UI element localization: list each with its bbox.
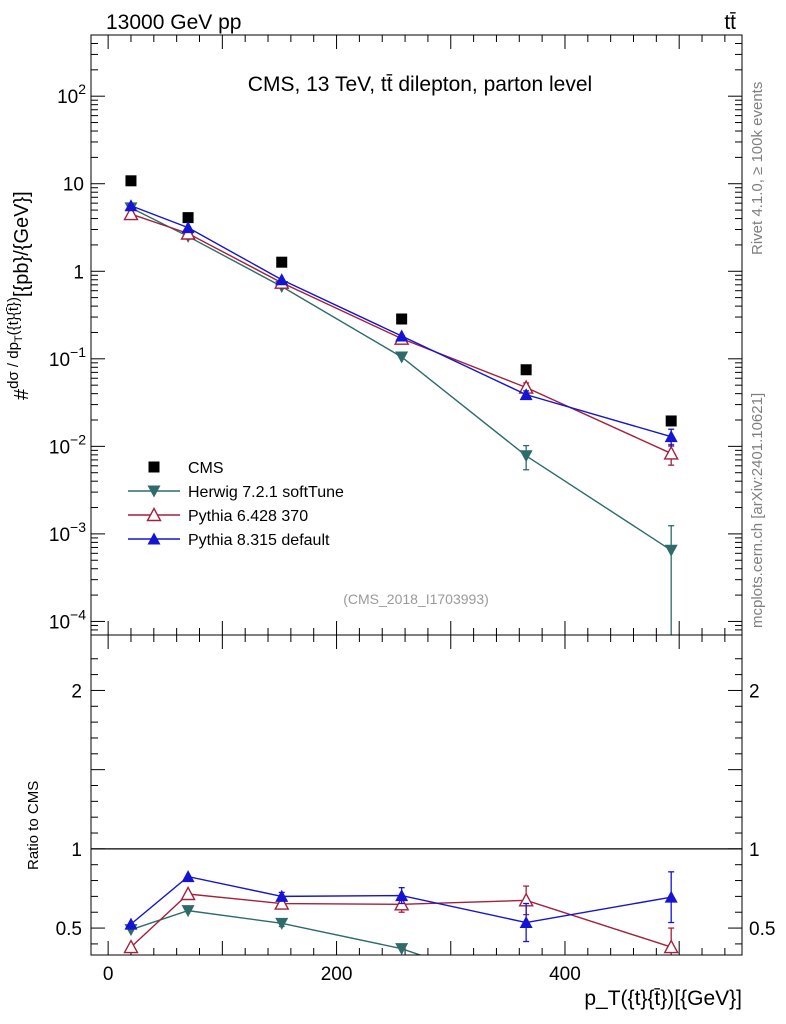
line-herwig-7-2-1-softtune (130, 207, 672, 551)
ratio-point-pythia-8-315-default (275, 889, 289, 902)
main-ytick-label: 10−1 (49, 344, 86, 371)
main-ytick-label: 102 (57, 81, 86, 108)
point-cms (396, 313, 408, 325)
ratio-point-pythia-8-315-default (181, 870, 195, 883)
main-ytick-label: 1 (73, 262, 84, 283)
ratio-line-herwig-7-2-1-softtune (130, 909, 423, 955)
ratio-xtick-label: 200 (321, 964, 353, 985)
ratio-point-herwig-7-2-1-softtune (275, 917, 289, 930)
ratio-ylabel: Ratio to CMS (25, 781, 42, 870)
point-cms (125, 175, 137, 187)
point-cms (520, 364, 532, 376)
point-pythia-8-315-default (275, 273, 289, 286)
main-ytick-label: 10−3 (49, 519, 86, 546)
ratio-ytick-label-right: 0.5 (749, 919, 775, 940)
mcplots-label-group: mcplots.cern.ch [arXiv:2401.10621] (749, 393, 766, 628)
legend-label-pythia-8-315-default: Pythia 8.315 default (188, 532, 330, 549)
mcplots-label: mcplots.cern.ch [arXiv:2401.10621] (749, 393, 766, 628)
ratio-point-herwig-7-2-1-softtune (395, 943, 409, 955)
main-ylabel: #dσ / dpT({t}{t̄})[{pb}/{GeV}] (5, 191, 33, 400)
main-ytick-label: 10−4 (49, 606, 86, 633)
header-energy: 13000 GeV pp (106, 11, 241, 34)
analysis-watermark: (CMS_2018_I1703993) (343, 591, 489, 607)
ratio-xtick-label: 400 (549, 964, 581, 985)
ratio-frame (90, 634, 743, 956)
ratio-point-pythia-8-315-default (395, 889, 409, 902)
point-pythia-8-315-default (664, 430, 678, 443)
header-process: tt̄ (724, 11, 736, 34)
line-pythia-8-315-default (130, 205, 672, 438)
ratio-point-pythia-6-428-370 (123, 939, 139, 954)
point-herwig-7-2-1-softtune (395, 351, 409, 364)
legend-marker-pythia-8-315-default (147, 532, 161, 545)
main-ylabel-text: #dσ / dpT({t}{t̄})[{pb}/{GeV}] (5, 191, 33, 400)
ratio-ytick-label: 2 (71, 681, 82, 702)
ratio-ytick-label-right: 1 (749, 840, 760, 861)
point-pythia-6-428-370 (663, 445, 679, 460)
ratio-ytick-label: 1 (71, 840, 82, 861)
ratio-point-pythia-8-315-default (664, 890, 678, 903)
point-cms (665, 415, 677, 427)
ratio-point-pythia-6-428-370 (663, 939, 679, 954)
legend: CMS Herwig 7.2.1 softTune Pythia 6.428 370… (128, 460, 344, 549)
ratio-ytick-label: 0.5 (56, 919, 82, 940)
ratio-line-pythia-6-428-370 (130, 893, 672, 948)
ratio-point-herwig-7-2-1-softtune (520, 986, 533, 998)
legend-marker-pythia-6-428-370 (146, 507, 162, 522)
ratio-ytick-label-right: 2 (749, 681, 760, 702)
ratio-panel: 0 200 400 0.5 0.5 1 1 2 2 (56, 635, 775, 985)
point-herwig-7-2-1-softtune (664, 544, 678, 557)
main-ytick-label: 10 (63, 175, 84, 196)
ratio-point-herwig-7-2-1-softtune (181, 905, 195, 918)
point-pythia-8-315-default (519, 388, 533, 401)
legend-label-cms: CMS (188, 460, 224, 477)
point-pythia-8-315-default (395, 329, 409, 342)
series-layer (123, 175, 679, 998)
legend-label-herwig-7-2-1-softtune: Herwig 7.2.1 softTune (188, 484, 344, 501)
rivet-label-group: Rivet 4.1.0, ≥ 100k events (749, 82, 766, 255)
ratio-series-group (123, 870, 679, 998)
ratio-xlabel: p_T({t}{t̄})[{GeV}] (584, 987, 742, 1010)
ratio-line-pythia-8-315-default (130, 875, 672, 925)
legend-label-pythia-6-428-370: Pythia 6.428 370 (188, 508, 308, 525)
main-panel: 10−4 10−3 10−2 10−1 1 10 102 (49, 34, 742, 636)
legend-marker-herwig-7-2-1-softtune (147, 485, 161, 498)
main-ytick-label: 10−2 (49, 431, 86, 458)
ratio-point-pythia-6-428-370 (274, 895, 290, 910)
legend-marker-cms (148, 461, 160, 473)
ratio-xtick-label: 0 (103, 964, 114, 985)
ratio-point-pythia-8-315-default (519, 916, 533, 929)
ratio-ylabel-group: Ratio to CMS (25, 781, 42, 870)
plot-title: CMS, 13 TeV, tt̄ dilepton, parton level (248, 73, 592, 96)
point-cms (182, 212, 194, 224)
point-herwig-7-2-1-softtune (519, 450, 533, 463)
point-cms (276, 256, 288, 268)
point-pythia-8-315-default (181, 221, 195, 234)
rivet-label: Rivet 4.1.0, ≥ 100k events (749, 82, 766, 255)
main-series-group (123, 175, 679, 635)
ratio-point-pythia-6-428-370 (180, 886, 196, 901)
ratio-point-pythia-8-315-default (124, 917, 138, 930)
point-pythia-6-428-370 (123, 206, 139, 221)
line-pythia-6-428-370 (130, 213, 672, 455)
point-pythia-8-315-default (124, 199, 138, 212)
